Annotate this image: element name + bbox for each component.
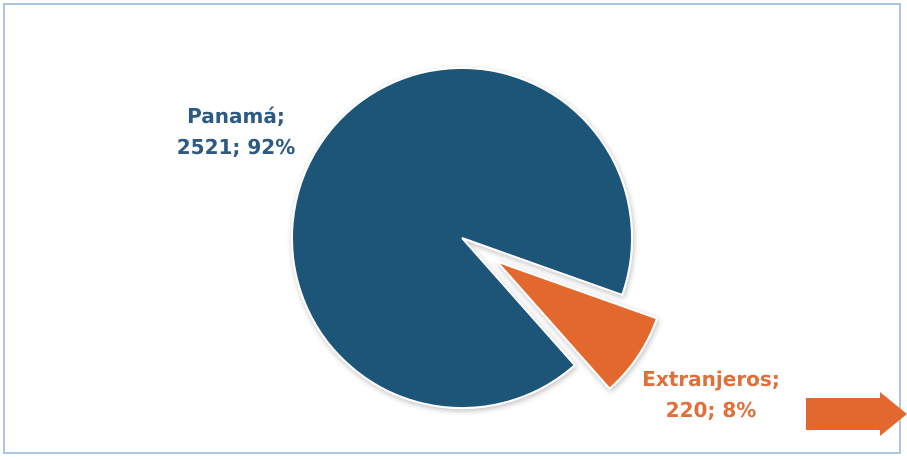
extranjeros-data-label: Extranjeros; 220; 8% [626, 364, 796, 426]
panama-data-label: Panamá; 2521; 92% [162, 101, 310, 163]
pie-slice-extranjeros [496, 260, 659, 391]
pie-slice-panama [291, 67, 633, 409]
panama-label-line1: Panamá; [187, 104, 285, 128]
right-arrow-icon [806, 392, 907, 436]
extranjeros-label-line1: Extranjeros; [642, 367, 780, 391]
panama-label-line2: 2521; 92% [176, 135, 296, 159]
extranjeros-label-line2: 220; 8% [665, 398, 757, 422]
